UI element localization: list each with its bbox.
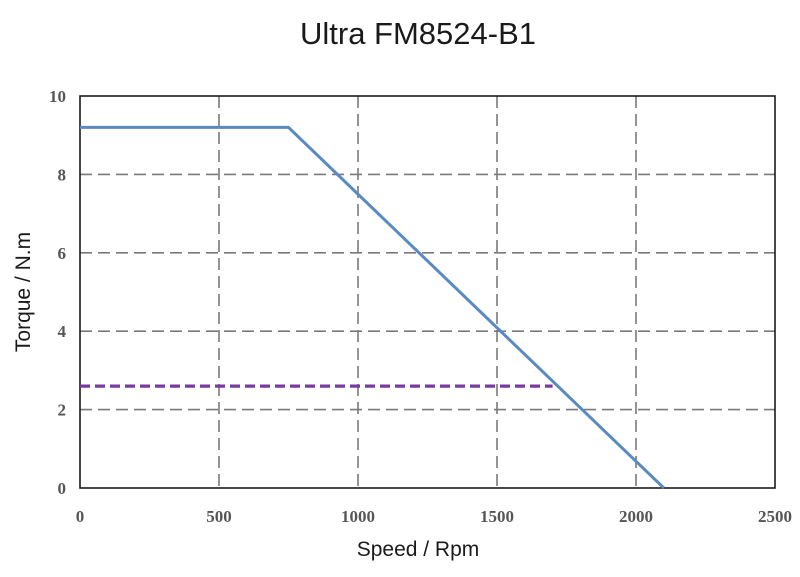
y-tick-label: 8 (58, 165, 67, 184)
y-tick-label: 4 (58, 322, 67, 341)
x-tick-label: 1000 (341, 507, 375, 526)
y-tick-label: 0 (58, 479, 67, 498)
grid (80, 96, 775, 488)
series-layer (80, 125, 665, 490)
x-tick-label: 500 (206, 507, 232, 526)
y-tick-label: 6 (58, 244, 67, 263)
x-tick-label: 1500 (480, 507, 514, 526)
y-tick-label: 10 (49, 87, 66, 106)
peak-torque-line (80, 125, 665, 490)
plot-frame (79, 95, 776, 489)
y-tick-label: 2 (58, 401, 67, 420)
y-axis-label: Torque / N.m (12, 232, 35, 352)
x-tick-label: 2500 (758, 507, 792, 526)
x-tick-label: 0 (76, 507, 85, 526)
tick-labels: 0 500 1000 1500 2000 2500 0 2 4 6 8 10 (49, 87, 792, 526)
x-axis-label: Speed / Rpm (357, 538, 480, 561)
x-tick-label: 2000 (619, 507, 653, 526)
chart-title: Ultra FM8524-B1 (300, 16, 536, 51)
